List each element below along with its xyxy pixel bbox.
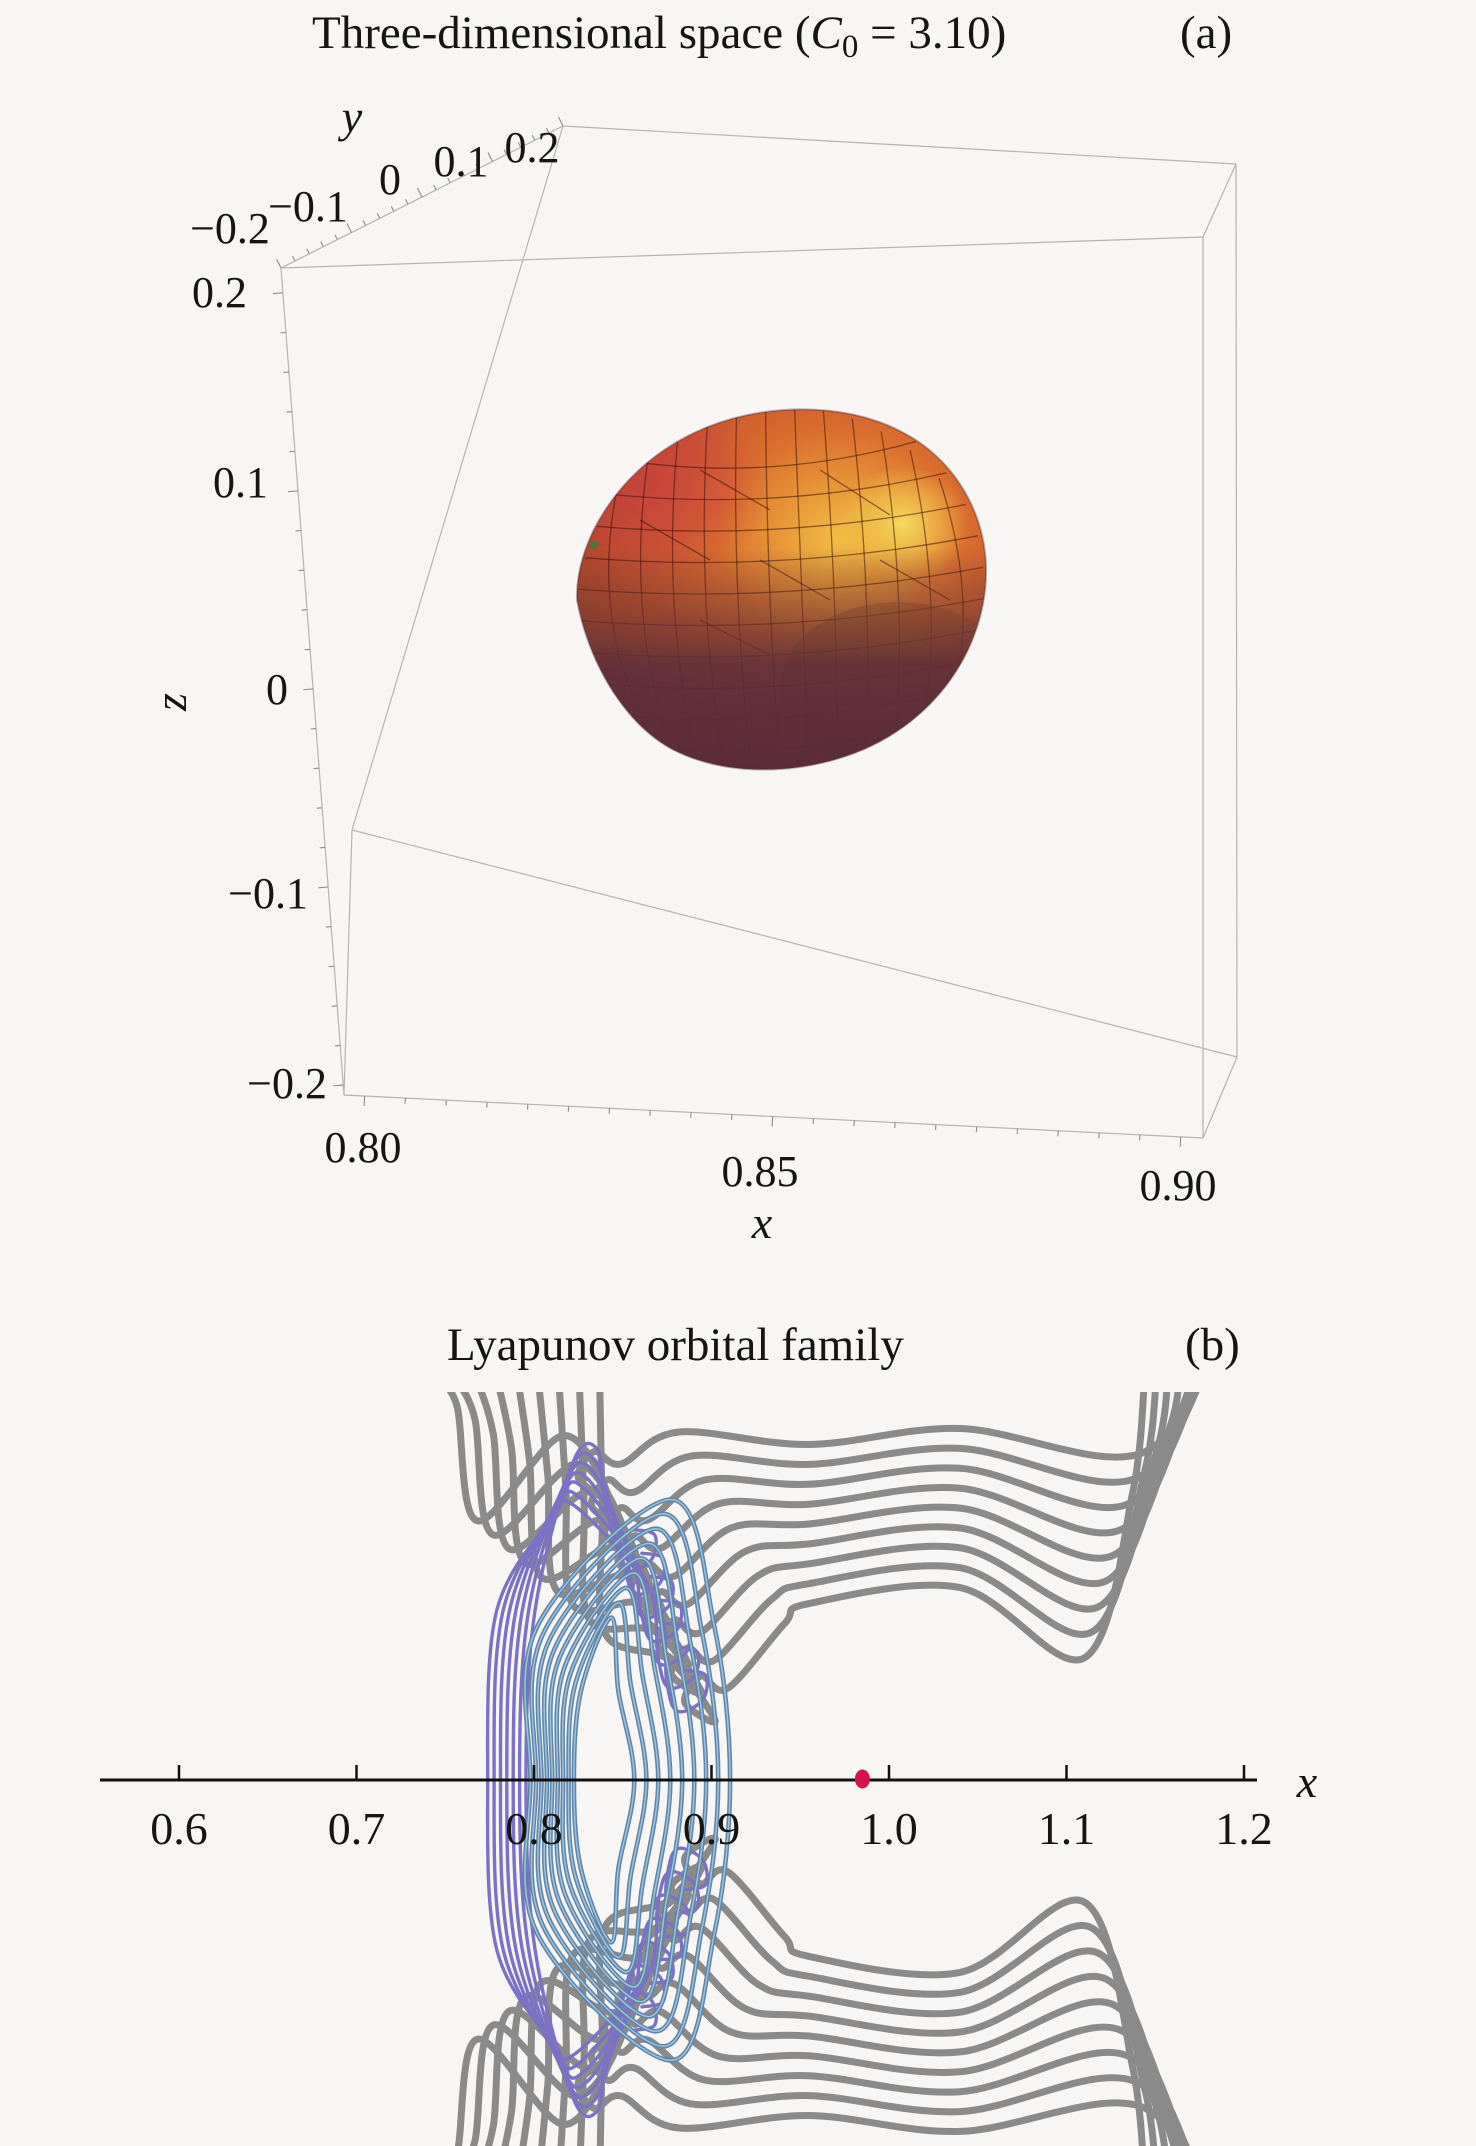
panel-b-label: (b)	[1185, 1319, 1240, 1371]
box-edge	[1235, 163, 1238, 1058]
box-edge	[280, 236, 1204, 269]
axis-tick	[363, 1096, 366, 1107]
axis-tick	[288, 490, 299, 493]
axis-tick	[303, 688, 314, 691]
z-tick-label: 0.1	[213, 458, 268, 507]
panel-b-title: Lyapunov orbital family	[447, 1319, 904, 1371]
x-tick-label-b: 1.2	[1215, 1803, 1273, 1854]
surface-speckle	[595, 465, 605, 475]
axis-tick	[318, 886, 329, 889]
z-tick-label: 0.2	[192, 268, 247, 317]
axis-tick	[376, 213, 381, 219]
axis-tick	[545, 127, 550, 134]
surface-speckle	[650, 425, 660, 435]
axis-tick	[447, 177, 451, 184]
panel-a-title: Three-dimensional space (C0 = 3.10)	[312, 7, 1006, 65]
axes-ticks-3d	[272, 116, 1182, 1147]
axis-tick	[1179, 1136, 1182, 1147]
x-axis-label-b: x	[1296, 1756, 1318, 1807]
x-tick-label-b: 1.1	[1038, 1803, 1096, 1854]
box-edge	[1202, 1056, 1238, 1139]
axis-tick	[503, 149, 508, 155]
axes-box-3d	[280, 125, 1238, 1139]
panel-a-label: (a)	[1180, 7, 1232, 59]
y-axis-label: y	[338, 91, 363, 142]
axis-tick	[558, 116, 564, 127]
z-tick-label: 0	[266, 665, 288, 714]
gray-orbit-curve	[596, 1392, 1148, 1726]
secondary-body-marker	[854, 1769, 870, 1789]
axis-tick	[487, 152, 493, 162]
axis-tick	[417, 187, 423, 198]
axis-tick	[404, 198, 409, 205]
z-tick-label: −0.1	[228, 869, 308, 918]
surface-speckle	[961, 463, 971, 473]
axis-tick	[517, 142, 522, 148]
axis-tick	[292, 255, 296, 262]
box-edge	[280, 267, 345, 1096]
axis-tick	[272, 292, 283, 295]
box-edge	[343, 829, 353, 1096]
axis-tick	[333, 1084, 344, 1087]
x-axis-tick-labels: 0.6 0.7 0.8 0.9 1.0 1.1 1.2	[150, 1803, 1273, 1854]
x-tick-label-b: 1.0	[860, 1803, 918, 1854]
axis-tick	[320, 241, 324, 247]
z-tick-label: −0.2	[247, 1059, 327, 1108]
box-edge	[562, 125, 1237, 165]
axis-tick	[346, 223, 352, 233]
axis-tick	[531, 135, 536, 141]
surface-speckle	[615, 441, 625, 451]
axis-tick	[475, 163, 479, 169]
x-tick-label: 0.80	[325, 1123, 402, 1172]
gray-orbit-curve	[596, 1834, 1146, 2146]
y-tick-label: −0.2	[190, 204, 270, 253]
y-tick-label: 0.1	[434, 137, 489, 186]
surface-speckle	[589, 540, 599, 550]
x-tick-label-b: 0.7	[328, 1803, 386, 1854]
z-axis-label: z	[145, 693, 196, 712]
axis-tick	[362, 220, 367, 226]
axis-tick	[433, 184, 437, 191]
x-axis	[100, 1765, 1257, 1782]
axes-tick-labels-3d: −0.2−0.10 0.1 0.20.20.10−0.1−0.20.80 0.85 0.…	[190, 123, 1216, 1210]
axis-tick	[461, 170, 465, 176]
x-tick-label: 0.85	[722, 1147, 799, 1196]
y-tick-label: 0.2	[505, 123, 560, 172]
x-tick-label-b: 0.9	[683, 1803, 741, 1854]
panel-b: Lyapunov orbital family (b) 0.6 0.7 0.8 0.9…	[100, 1319, 1318, 2146]
box-edge	[1202, 163, 1237, 238]
surface-blob	[575, 408, 988, 771]
axis-tick	[771, 1116, 774, 1127]
box-edge	[351, 829, 1238, 1058]
x-axis-label: x	[751, 1197, 773, 1248]
box-edge	[343, 1094, 1204, 1139]
axis-tick	[276, 258, 282, 269]
y-tick-label: −0.1	[268, 182, 348, 231]
x-tick-label: 0.90	[1140, 1161, 1217, 1210]
box-edge	[351, 125, 564, 831]
x-tick-label-b: 0.8	[505, 1803, 563, 1854]
y-tick-label: 0	[379, 155, 401, 204]
axis-tick	[390, 206, 395, 212]
x-tick-label-b: 0.6	[150, 1803, 208, 1854]
surface-dark-bottom	[576, 409, 987, 770]
axis-tick	[334, 234, 338, 240]
axis-tick	[306, 248, 310, 255]
panel-a: Three-dimensional space (C0 = 3.10) (a) …	[145, 7, 1238, 1248]
